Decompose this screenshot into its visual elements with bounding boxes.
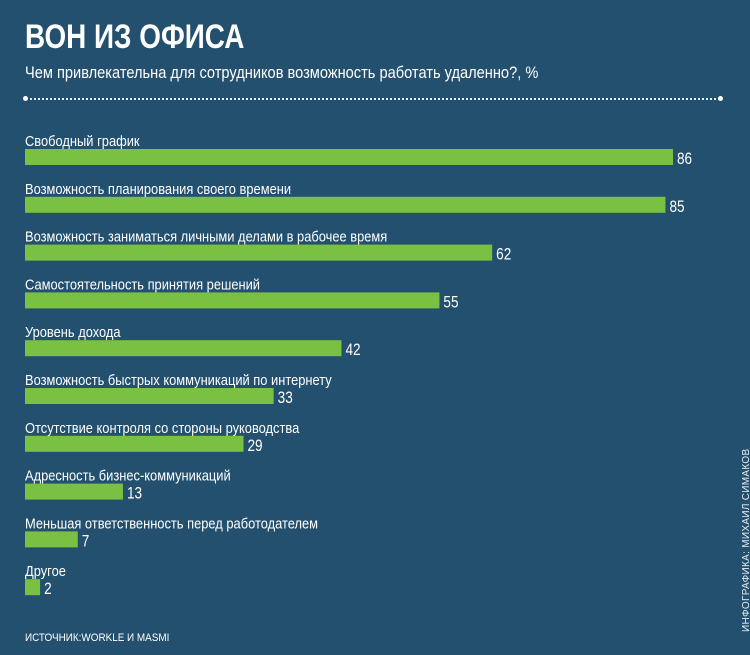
bar	[25, 292, 440, 309]
value-label: 13	[127, 484, 142, 503]
bar	[25, 340, 342, 357]
value-label: 29	[248, 436, 263, 455]
category-label: Возможность быстрых коммуникаций по инте…	[25, 371, 332, 388]
dotted-divider	[25, 98, 720, 100]
divider-left-dot	[23, 96, 28, 101]
value-label: 7	[82, 532, 90, 551]
category-label: Другое	[25, 562, 66, 579]
bar	[25, 435, 244, 452]
source-note: ИСТОЧНИК:WORKLE И MASMI	[25, 632, 170, 644]
value-label: 85	[669, 197, 684, 216]
divider-right-dot	[718, 96, 723, 101]
value-label: 33	[278, 389, 293, 408]
category-label: Адресность бизнес-коммуникаций	[25, 467, 231, 484]
category-label: Возможность планирования своего времени	[25, 180, 291, 197]
value-label: 62	[496, 245, 511, 264]
value-label: 2	[44, 580, 52, 599]
chart-subtitle: Чем привлекательна для сотрудников возмо…	[25, 63, 539, 82]
bar	[25, 388, 274, 404]
value-label: 86	[677, 150, 692, 169]
bar	[25, 579, 41, 596]
infographic-credit: ИНФОГРАФИКА: МИХАИЛ СИМАКОВ	[741, 448, 750, 632]
category-label: Самостоятельность принятия решений	[25, 275, 260, 292]
category-label: Меньшая ответственность перед работодате…	[25, 514, 318, 531]
category-label: Свободный график	[25, 132, 140, 149]
bar	[25, 149, 673, 165]
category-label: Возможность заниматься личными делами в …	[25, 228, 387, 245]
value-label: 42	[345, 341, 360, 360]
bar	[25, 244, 493, 261]
bar	[25, 196, 666, 213]
bar	[25, 531, 78, 548]
bar	[25, 483, 123, 500]
value-label: 55	[443, 293, 458, 312]
chart-title: ВОН ИЗ ОФИСА	[25, 18, 245, 56]
category-label: Отсутствие контроля со стороны руководст…	[25, 419, 299, 436]
category-label: Уровень дохода	[25, 323, 121, 340]
